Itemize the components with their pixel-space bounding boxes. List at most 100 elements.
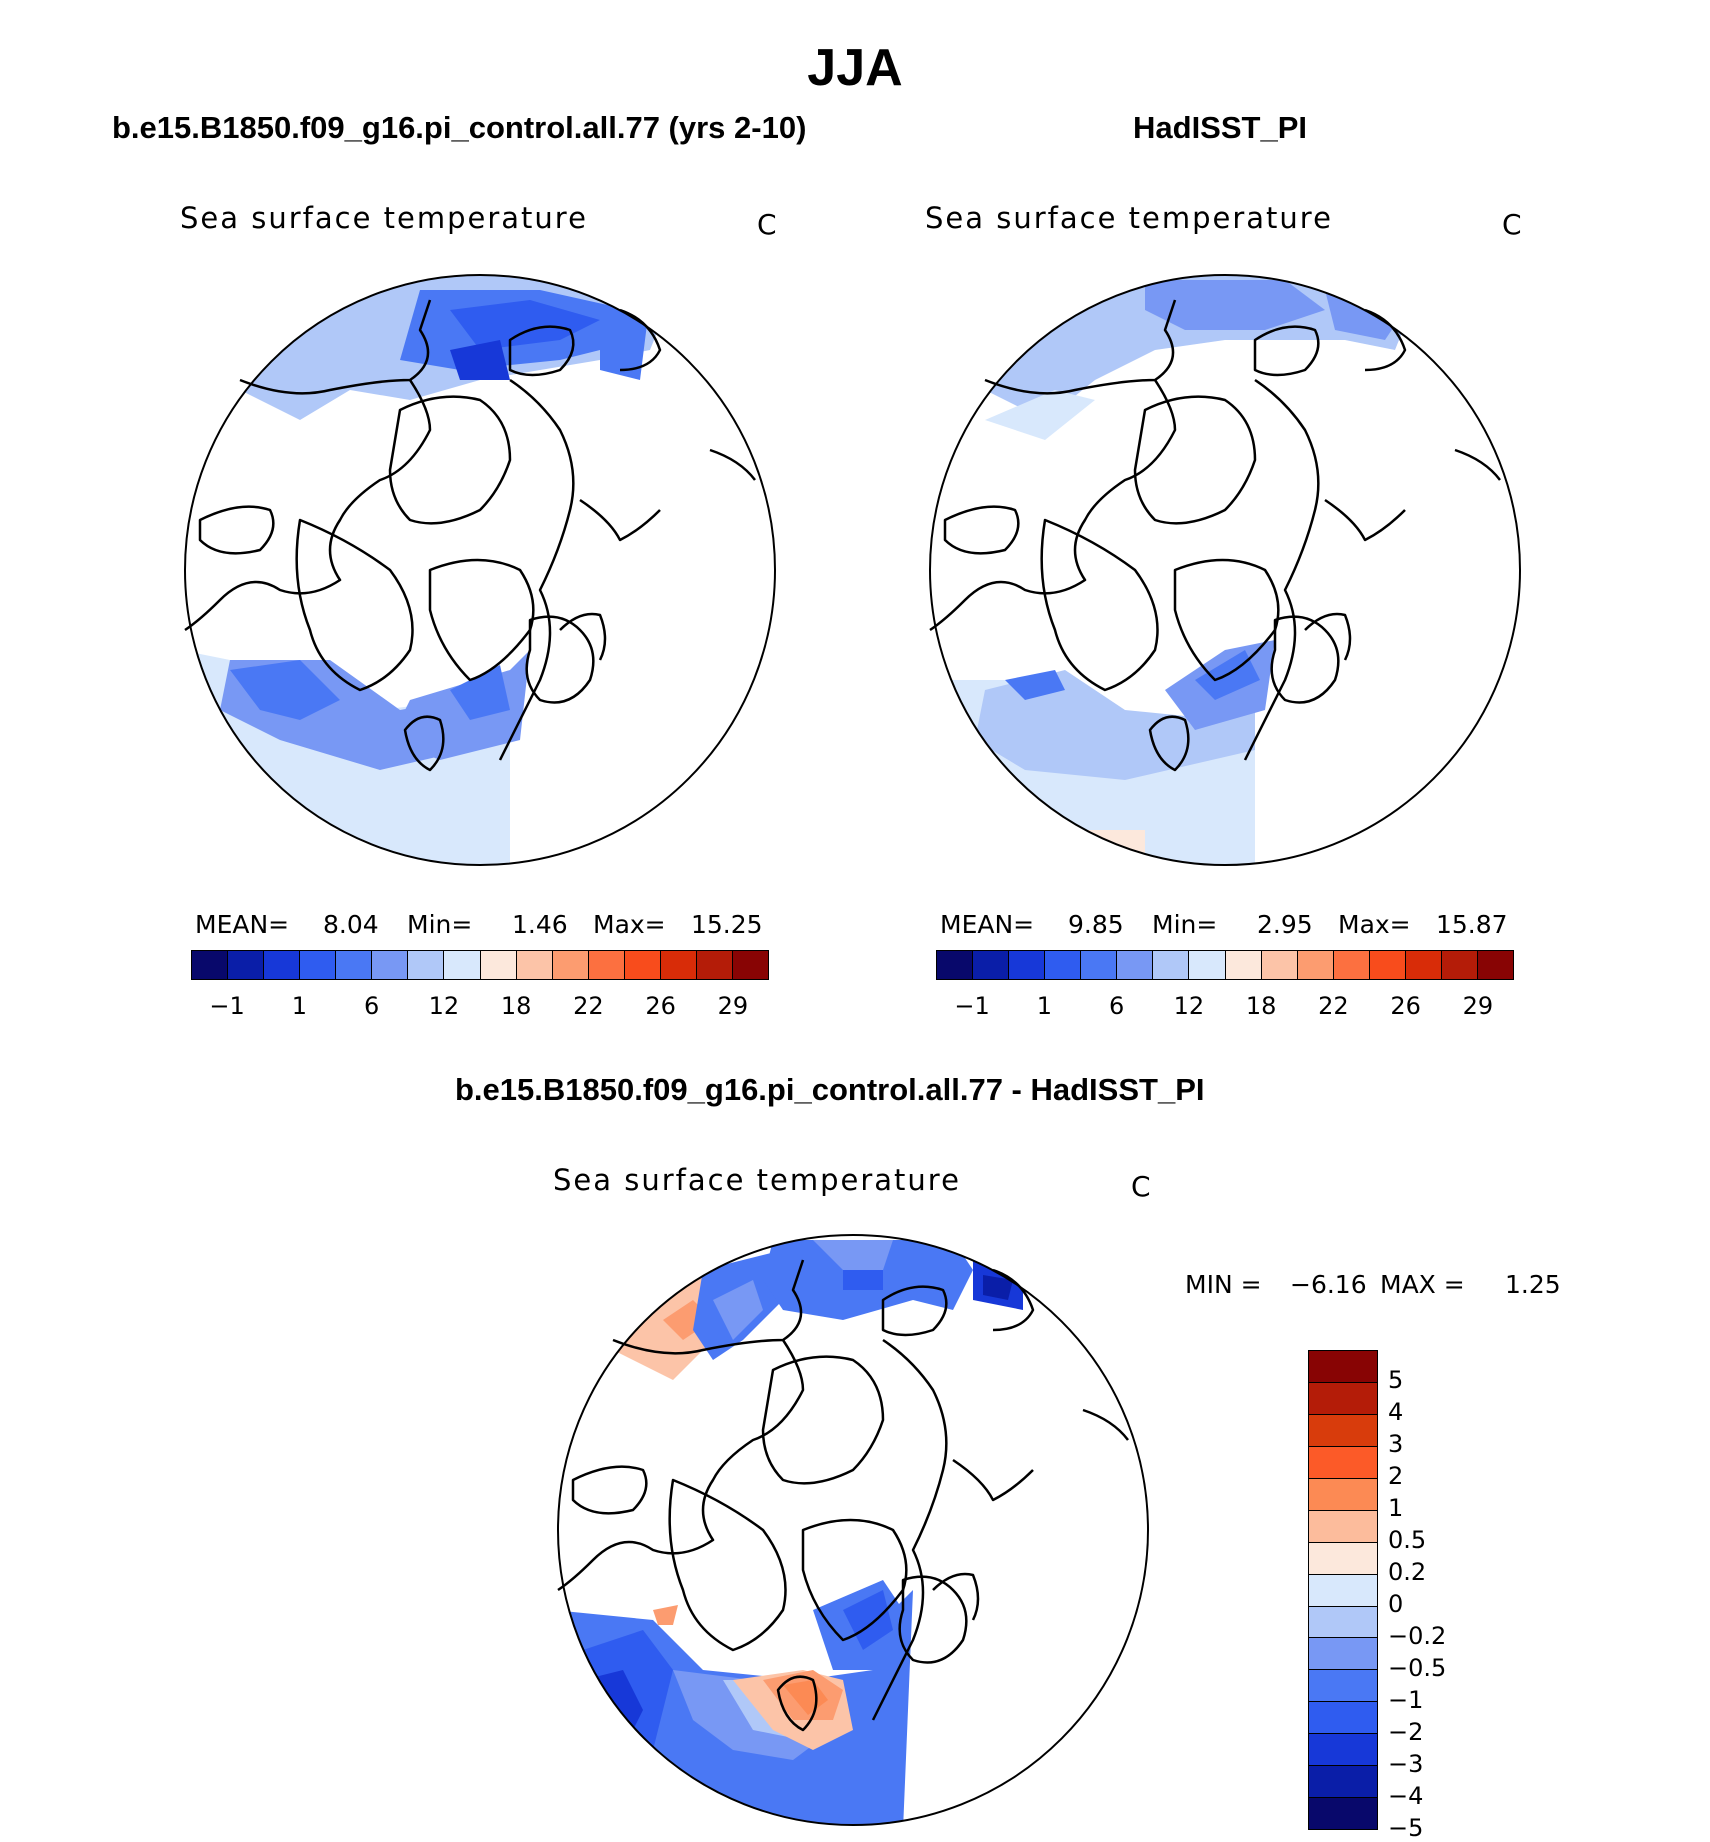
panel-left-max-label: Max= [593,910,666,939]
colorbar-swatch [516,951,553,979]
colorbar-tick-label: 12 [1173,992,1205,1020]
colorbar-swatch [1405,951,1442,979]
colorbar-swatch [660,951,697,979]
colorbar-swatch [1309,1478,1377,1511]
colorbar-swatch [1309,1510,1377,1543]
colorbar-tick-label: 29 [717,992,749,1020]
colorbar-swatch [1081,951,1118,979]
colorbar-swatch [300,951,337,979]
colorbar-tick-label: −4 [1388,1782,1424,1810]
colorbar-tick-label: −1 [1388,1686,1424,1714]
colorbar-swatch [1309,1702,1377,1735]
colorbar-swatch [1309,1542,1377,1575]
colorbar-swatch [1309,1351,1377,1383]
diff-max-label: MAX = [1380,1270,1465,1299]
colorbar-swatch [552,951,589,979]
colorbar-swatch [1261,951,1298,979]
colorbar-tick-label: 0.2 [1388,1558,1427,1586]
diff-colorbar [1308,1350,1378,1830]
colorbar-tick-label: 18 [500,992,532,1020]
panel-right-max-label: Max= [1338,910,1411,939]
colorbar-tick-label: 1 [1036,992,1053,1020]
colorbar-swatch [1045,951,1082,979]
colorbar-swatch [696,951,733,979]
colorbar-swatch [1297,951,1334,979]
colorbar-tick-label: 1 [291,992,308,1020]
colorbar-tick-label: 1 [1388,1494,1404,1522]
colorbar-swatch [732,951,768,979]
panel-left-mean-label: MEAN= [195,910,290,939]
panel-left-polar-map [184,274,776,866]
diff-variable-label: Sea surface temperature [553,1163,961,1197]
colorbar-swatch [1309,1606,1377,1639]
panel-right-variable-label: Sea surface temperature [925,201,1333,235]
colorbar-tick-label: 2 [1388,1462,1404,1490]
colorbar-tick-label: 5 [1388,1366,1404,1394]
colorbar-swatch [1309,1798,1377,1830]
colorbar-tick-label: −3 [1388,1750,1424,1778]
panel-left-max-value: 15.25 [691,910,763,939]
diff-max-value: 1.25 [1505,1270,1561,1299]
diff-units: C [1131,1170,1151,1203]
colorbar-swatch [1309,1766,1377,1799]
panel-right-mean-label: MEAN= [940,910,1035,939]
colorbar-swatch [444,951,481,979]
panel-right-colorbar-labels: −1 1 6 12 18 22 26 29 [936,992,1514,1022]
diff-colorbar-labels: 5 4 3 2 1 0.5 0.2 0 −0.2 −0.5 −1 −2 −3 −4 −5 [1388,1350,1508,1842]
panel-left-case-title: b.e15.B1850.f09_g16.pi_control.all.77 (y… [112,110,807,145]
colorbar-tick-label: 22 [573,992,604,1020]
colorbar-tick-label: −0.2 [1388,1622,1447,1650]
colorbar-swatch [228,951,265,979]
colorbar-swatch [1309,1382,1377,1415]
colorbar-swatch [973,951,1010,979]
panel-left-mean-value: 8.04 [323,910,379,939]
colorbar-tick-label: 0 [1388,1590,1404,1618]
panel-right-mean-value: 9.85 [1068,910,1124,939]
colorbar-swatch [1309,1574,1377,1607]
colorbar-tick-label: 29 [1462,992,1494,1020]
colorbar-swatch [1117,951,1154,979]
colorbar-swatch [937,951,974,979]
panel-left-variable-label: Sea surface temperature [180,201,588,235]
colorbar-tick-label: 0.5 [1388,1526,1427,1554]
figure-title: JJA [807,39,903,97]
colorbar-swatch [1309,1446,1377,1479]
colorbar-tick-label: 12 [428,992,460,1020]
colorbar-swatch [1309,1638,1377,1671]
colorbar-tick-label: 6 [1108,992,1125,1020]
colorbar-swatch [408,951,445,979]
colorbar-tick-label: 26 [645,992,676,1020]
colorbar-swatch [1309,1734,1377,1767]
colorbar-tick-label: 18 [1245,992,1277,1020]
colorbar-swatch [1225,951,1262,979]
colorbar-tick-label: 4 [1388,1398,1404,1426]
colorbar-tick-label: −1 [209,992,245,1020]
panel-left-min-label: Min= [407,910,473,939]
colorbar-swatch [372,951,409,979]
panel-left-units: C [757,208,777,241]
panel-right-max-value: 15.87 [1436,910,1508,939]
panel-left-min-value: 1.46 [512,910,568,939]
colorbar-swatch [480,951,517,979]
diff-polar-map [557,1234,1149,1826]
colorbar-swatch [1477,951,1513,979]
colorbar-swatch [624,951,661,979]
colorbar-swatch [588,951,625,979]
panel-right-units: C [1502,208,1522,241]
colorbar-tick-label: −0.5 [1388,1654,1447,1682]
colorbar-tick-label: −5 [1388,1814,1424,1842]
panel-right-case-title: HadISST_PI [1133,110,1307,145]
colorbar-swatch [1441,951,1478,979]
colorbar-swatch [264,951,301,979]
colorbar-tick-label: 6 [363,992,380,1020]
panel-right-colorbar [936,950,1514,980]
colorbar-tick-label: −1 [954,992,990,1020]
colorbar-swatch [1309,1414,1377,1447]
colorbar-swatch [1153,951,1190,979]
colorbar-swatch [1189,951,1226,979]
panel-right-polar-map [929,274,1521,866]
colorbar-swatch [1333,951,1370,979]
diff-min-label: MIN = [1185,1270,1262,1299]
panel-right-min-value: 2.95 [1257,910,1313,939]
colorbar-swatch [336,951,373,979]
